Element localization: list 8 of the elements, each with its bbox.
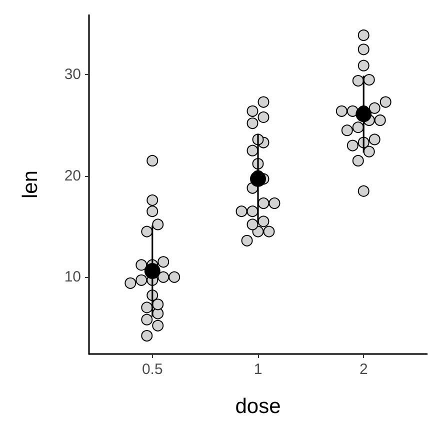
y-tick-label: 10 [64, 268, 81, 286]
x-tick-label: 0.5 [142, 361, 163, 378]
y-tick-label: 30 [64, 66, 81, 84]
x-axis-title: dose [235, 395, 281, 418]
y-axis-title: len [19, 170, 42, 199]
x-tick-label: 1 [254, 361, 262, 378]
y-tick-label: 20 [64, 167, 81, 184]
x-tick-label: 2 [359, 361, 368, 378]
